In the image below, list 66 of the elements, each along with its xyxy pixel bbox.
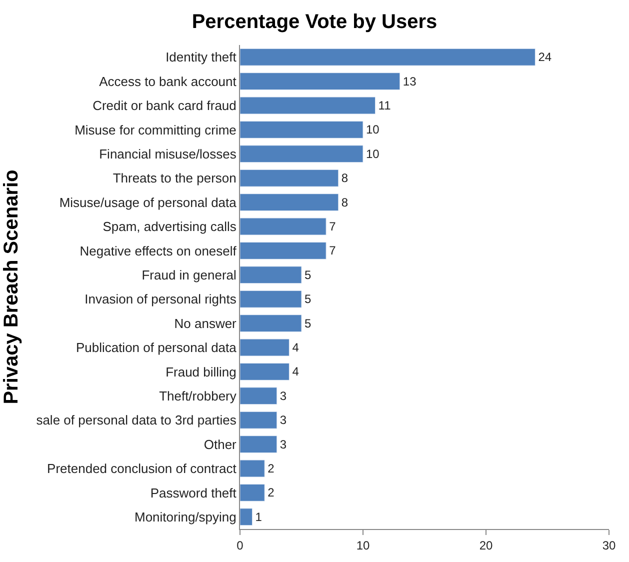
x-tick-label: 20 — [479, 538, 493, 552]
y-tick-label: Access to bank account — [99, 74, 237, 89]
y-tick-label: Invasion of personal rights — [84, 292, 237, 307]
y-tick-label: Financial misuse/losses — [99, 146, 237, 162]
data-label: 4 — [292, 364, 300, 379]
bar — [240, 96, 376, 114]
data-label: 2 — [268, 462, 275, 476]
data-label: 8 — [341, 195, 348, 210]
y-tick-label: Fraud in general — [142, 267, 237, 282]
data-label: 7 — [329, 244, 336, 258]
data-label: 13 — [402, 74, 417, 88]
bar — [240, 194, 339, 212]
bar — [240, 290, 302, 308]
x-tick-label: 0 — [236, 538, 244, 552]
data-label: 10 — [366, 146, 380, 161]
bar — [240, 460, 265, 478]
bar — [240, 266, 302, 284]
x-tick-label: 30 — [602, 538, 616, 552]
bar — [240, 387, 278, 405]
data-label: 1 — [255, 510, 262, 524]
data-label: 3 — [280, 413, 287, 428]
y-tick-label: Other — [204, 436, 238, 452]
bar — [240, 362, 290, 380]
data-label: 7 — [329, 220, 336, 234]
bar — [240, 72, 400, 90]
y-tick-label: Publication of personal data — [76, 340, 238, 356]
data-label: 8 — [341, 171, 348, 186]
y-tick-label: Identity theft — [166, 50, 237, 65]
y-axis-title: Privacy Breach Scenario — [0, 170, 23, 404]
data-label: 4 — [292, 340, 300, 354]
bar — [240, 218, 326, 236]
bar — [240, 436, 278, 454]
bar — [240, 314, 302, 332]
data-label: 10 — [366, 122, 380, 137]
bar — [240, 508, 253, 526]
data-label: 11 — [378, 98, 392, 112]
data-label: 5 — [304, 292, 312, 306]
bar — [240, 484, 265, 502]
y-tick-label: Negative effects on oneself — [80, 243, 237, 258]
data-label: 2 — [268, 486, 275, 500]
y-tick-label: Spam, advertising calls — [102, 219, 237, 234]
bar — [240, 169, 339, 187]
y-tick-label: Password theft — [150, 485, 237, 500]
y-tick-label: No answer — [174, 316, 238, 331]
bar — [240, 120, 364, 138]
y-tick-label: Fraud billing — [166, 364, 236, 380]
data-label: 5 — [304, 268, 312, 282]
y-tick-label: Misuse/usage of personal data — [59, 194, 238, 210]
bar — [240, 48, 536, 66]
y-tick-label: Theft/robbery — [159, 388, 237, 404]
y-tick-label: sale of personal data to 3rd parties — [36, 412, 237, 428]
bar — [240, 411, 278, 429]
data-label: 3 — [280, 437, 287, 452]
data-label: 3 — [280, 388, 287, 403]
bar — [240, 145, 364, 163]
bar — [240, 338, 290, 356]
y-tick-label: Credit or bank card fraud — [92, 98, 236, 114]
data-label: 24 — [538, 50, 552, 64]
y-tick-label: Monitoring/spying — [134, 509, 236, 524]
x-tick-label: 10 — [356, 538, 370, 552]
y-tick-label: Misuse for committing crime — [74, 122, 236, 138]
y-tick-label: Pretended conclusion of contract — [47, 461, 237, 476]
y-tick-label: Threats to the person — [112, 170, 236, 186]
bar — [240, 242, 326, 260]
chart-title: Percentage Vote by Users — [192, 11, 438, 34]
data-label: 5 — [304, 316, 312, 330]
